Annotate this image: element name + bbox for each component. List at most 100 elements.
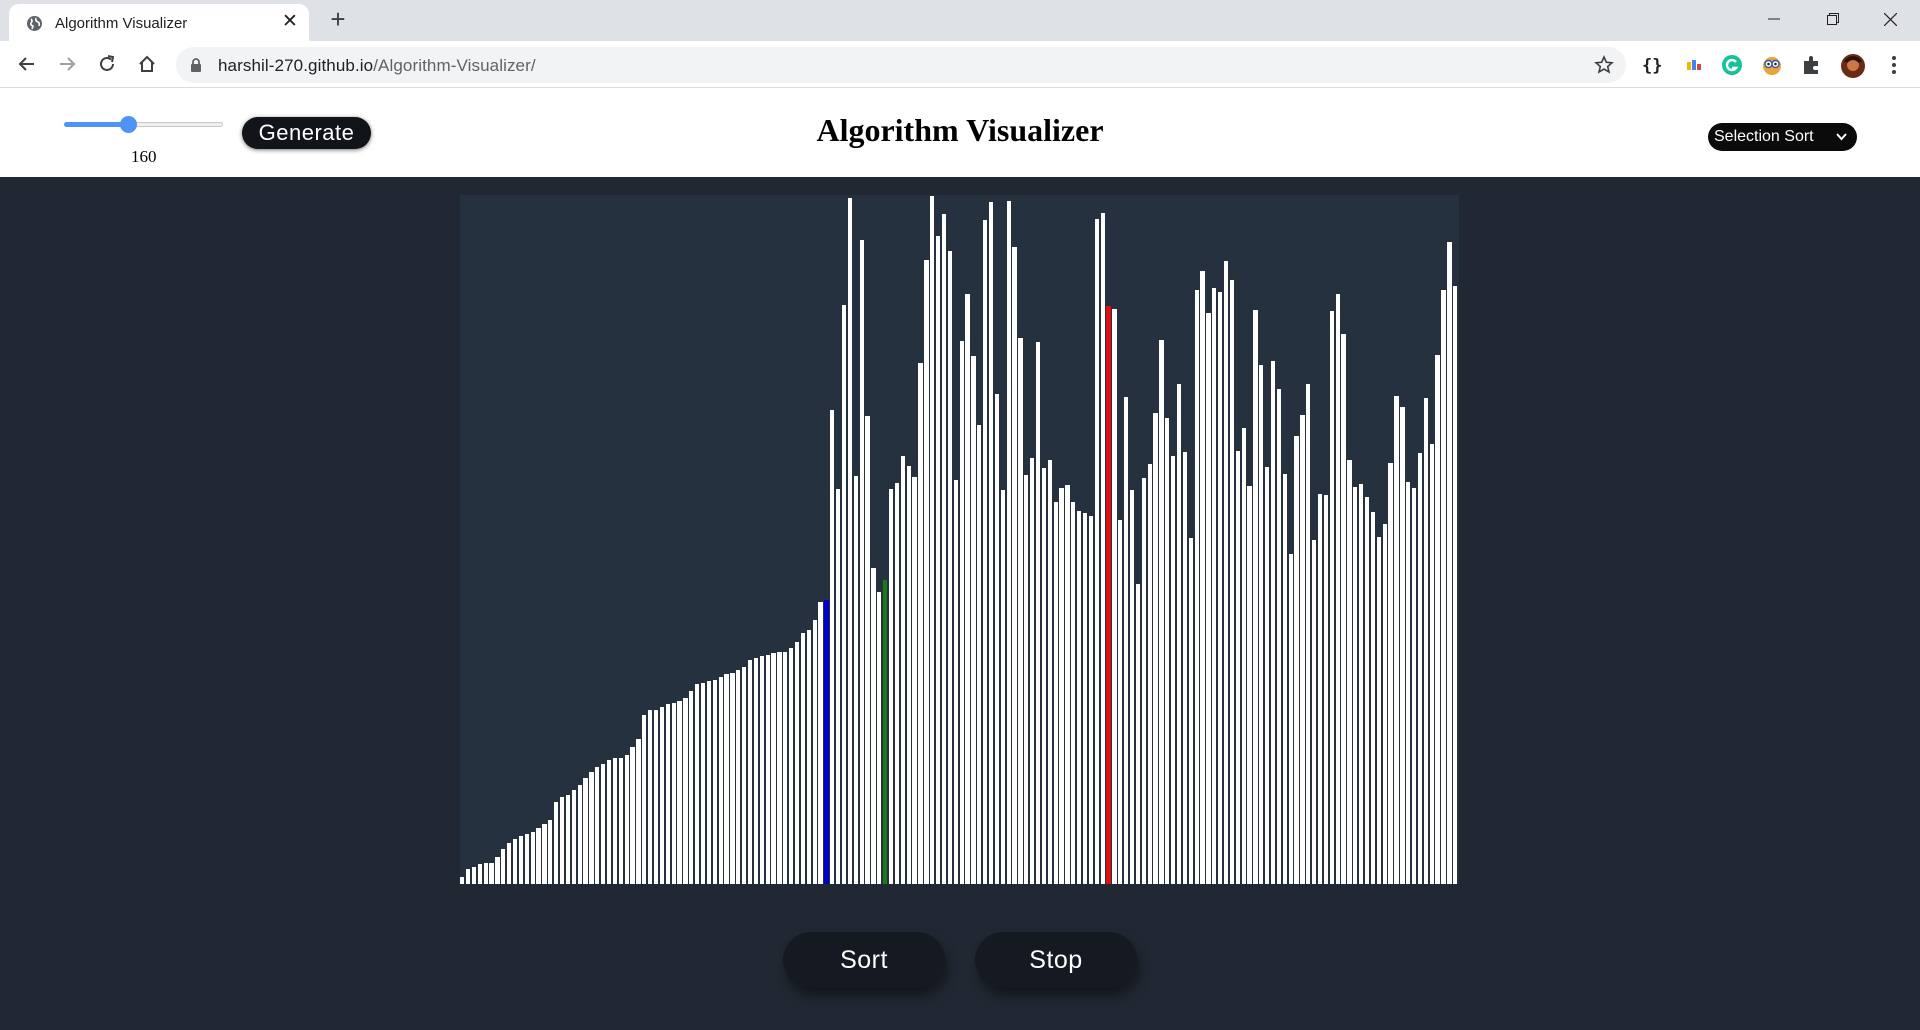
array-bar (659, 707, 665, 884)
array-bar (1241, 428, 1246, 884)
array-bar (695, 684, 700, 884)
minimize-button[interactable] (1751, 4, 1797, 34)
algorithm-select[interactable]: Selection Sort (1708, 123, 1857, 151)
array-bar (1282, 474, 1287, 884)
browser-tab[interactable]: Algorithm Visualizer ✕ (9, 4, 309, 41)
array-bar (1088, 516, 1094, 884)
array-bar (718, 677, 723, 884)
color-extension-icon[interactable] (1682, 53, 1706, 77)
array-bar (465, 869, 471, 884)
slider-thumb[interactable] (120, 116, 137, 133)
array-bar (1106, 306, 1111, 884)
array-bar (1353, 487, 1358, 884)
array-bar (689, 691, 694, 884)
array-bar (1047, 460, 1052, 884)
bookmark-star-icon[interactable] (1594, 55, 1614, 75)
array-bar (924, 260, 929, 884)
url-path: /Algorithm-Visualizer/ (373, 56, 536, 75)
array-bar (1041, 468, 1047, 884)
array-bar (1423, 398, 1428, 884)
array-bar (765, 655, 770, 884)
array-bar (507, 843, 512, 884)
array-bar (565, 795, 571, 884)
array-size-slider[interactable] (64, 116, 223, 133)
stop-button[interactable]: Stop (975, 932, 1137, 988)
array-bar (1447, 242, 1452, 884)
array-bar (812, 620, 817, 884)
array-bar (1294, 436, 1299, 884)
array-bar (518, 836, 524, 884)
array-bar (836, 489, 841, 884)
array-bar (1176, 384, 1182, 884)
home-icon (139, 55, 155, 72)
new-tab-button[interactable]: + (330, 4, 346, 34)
sort-button[interactable]: Sort (783, 932, 945, 988)
array-bar (1335, 294, 1340, 884)
array-bar (1382, 524, 1387, 884)
array-bar (1018, 338, 1023, 884)
array-bar (1270, 361, 1276, 884)
address-bar[interactable]: harshil-270.github.io/Algorithm-Visualiz… (176, 47, 1626, 83)
profile-avatar-icon[interactable] (1840, 53, 1865, 78)
array-bar (1359, 484, 1364, 884)
array-bar (877, 592, 882, 884)
array-bar (624, 755, 629, 884)
array-bar (512, 839, 518, 884)
json-extension-icon[interactable]: {} (1640, 53, 1664, 77)
array-bar (1129, 490, 1135, 884)
array-bar (1259, 365, 1264, 884)
page-header: 160 Generate Algorithm Visualizer Select… (0, 88, 1920, 177)
array-bar (583, 778, 588, 884)
array-bar (1453, 286, 1458, 884)
forward-button[interactable] (53, 50, 81, 78)
array-bar (747, 660, 753, 884)
extensions-puzzle-icon[interactable] (1800, 53, 1824, 77)
array-bar (1065, 485, 1070, 884)
array-bar (471, 867, 477, 884)
owl-extension-icon[interactable] (1760, 53, 1784, 77)
array-bar (1347, 460, 1352, 884)
back-button[interactable] (13, 50, 41, 78)
array-bar (618, 758, 623, 884)
array-bar (712, 680, 717, 884)
array-bar (1312, 540, 1317, 884)
array-bar (1218, 292, 1223, 884)
array-bar (489, 863, 494, 884)
array-bar (524, 834, 529, 884)
generate-button[interactable]: Generate (242, 117, 371, 149)
array-bar (1077, 511, 1082, 884)
browser-tab-strip: Algorithm Visualizer ✕ + (0, 0, 1920, 41)
array-bar (800, 633, 806, 884)
array-bar (548, 820, 553, 884)
array-bar (1171, 456, 1176, 884)
close-window-button[interactable] (1867, 4, 1913, 34)
array-bar (483, 863, 488, 884)
array-bar (1406, 482, 1411, 884)
array-bar (1223, 261, 1229, 884)
array-bar (988, 202, 994, 884)
array-bar (883, 580, 888, 884)
array-bar (1194, 290, 1199, 884)
grammarly-icon[interactable] (1720, 53, 1744, 77)
array-bar (1147, 464, 1152, 884)
home-button[interactable] (133, 50, 161, 78)
tab-title: Algorithm Visualizer (55, 15, 188, 32)
array-bar (918, 363, 923, 884)
array-bar (1141, 478, 1146, 884)
array-bar (1112, 309, 1117, 884)
array-bar (736, 670, 741, 884)
array-bar (841, 305, 847, 884)
array-bar (648, 710, 653, 884)
array-bar (1288, 554, 1293, 884)
browser-menu-icon[interactable] (1882, 53, 1906, 77)
array-bar (894, 483, 900, 884)
array-bar (612, 758, 618, 884)
array-bar (571, 790, 576, 884)
restore-icon (1827, 13, 1839, 25)
reload-button[interactable] (93, 50, 121, 78)
tab-close-icon[interactable]: ✕ (282, 11, 298, 32)
restore-button[interactable] (1810, 4, 1856, 34)
array-bar (777, 652, 782, 884)
browser-toolbar: harshil-270.github.io/Algorithm-Visualiz… (0, 41, 1920, 88)
array-bar (847, 198, 853, 884)
